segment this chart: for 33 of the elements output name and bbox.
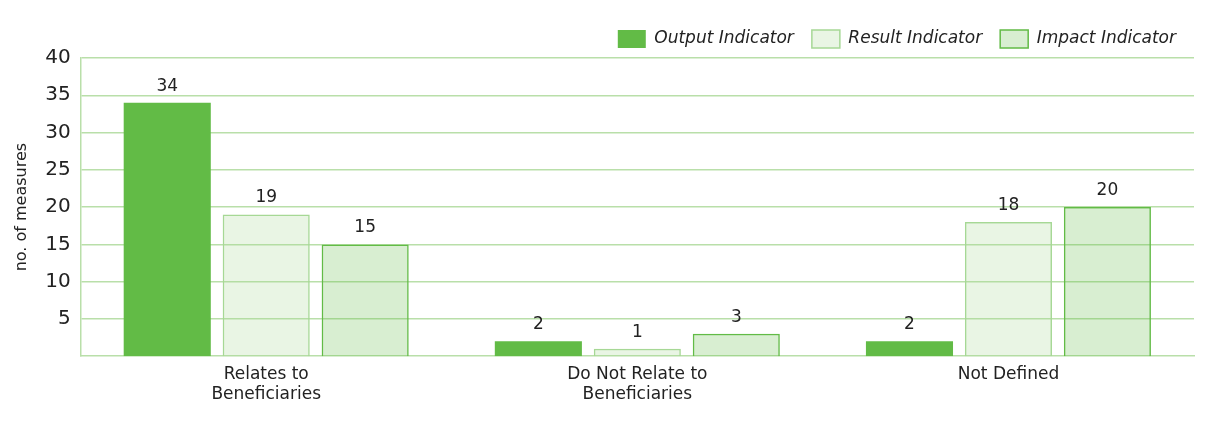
bar <box>321 244 409 357</box>
data-label: 2 <box>532 313 544 334</box>
bar <box>222 214 310 357</box>
y-tick-label: 5 <box>57 305 71 330</box>
bar <box>964 222 1052 357</box>
y-tick-label: 10 <box>45 267 71 292</box>
bar <box>123 102 211 357</box>
data-label: 19 <box>255 186 278 207</box>
data-label: 1 <box>631 320 643 341</box>
data-label: 18 <box>997 193 1020 214</box>
legend-label: Impact Indicator <box>1036 27 1178 48</box>
data-label: 2 <box>904 313 915 334</box>
y-tick-label: 20 <box>45 193 71 218</box>
y-tick-label: 40 <box>45 44 71 69</box>
data-label: 20 <box>1096 179 1119 200</box>
data-label: 34 <box>156 74 179 95</box>
legend-label: Result Indicator <box>848 27 984 48</box>
x-tick-label: Relates to Beneficiaries <box>211 362 322 404</box>
bar <box>494 341 582 357</box>
bar <box>1063 207 1151 357</box>
y-tick-label: 15 <box>45 230 71 255</box>
x-tick-label: Not Defined <box>957 362 1060 383</box>
y-tick-label: 25 <box>45 156 71 181</box>
data-label: 3 <box>730 305 742 326</box>
bar <box>865 341 954 357</box>
bar <box>692 333 780 357</box>
x-tick-label: Do Not Relate to Beneficiaries <box>567 362 708 404</box>
y-tick-label: 35 <box>45 81 71 106</box>
y-tick-label: 30 <box>45 118 71 143</box>
legend-label: Output Indicator <box>654 27 795 48</box>
bar <box>593 348 681 357</box>
data-label: 15 <box>354 216 376 237</box>
y-axis-title: no. of measures <box>10 142 30 272</box>
